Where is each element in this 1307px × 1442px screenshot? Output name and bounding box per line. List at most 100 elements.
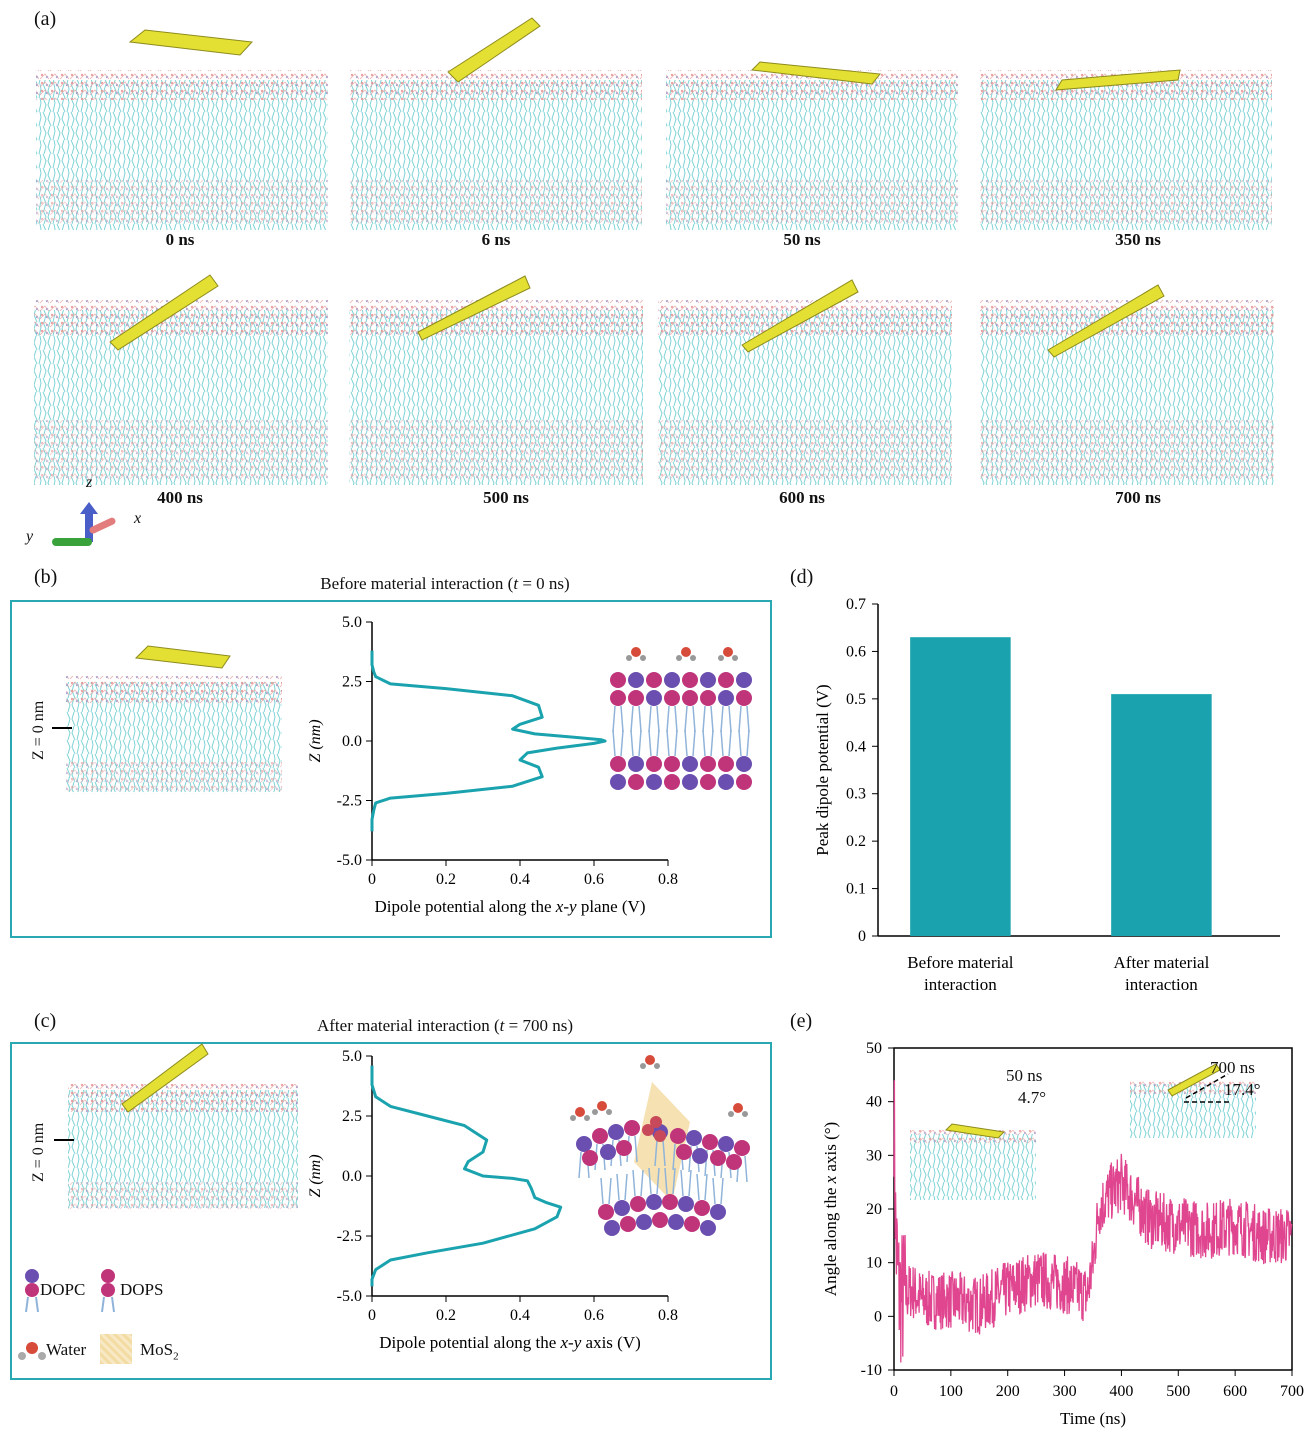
lipid-head	[676, 1144, 692, 1160]
legend-dopc: DOPC	[40, 1280, 86, 1299]
water-hydrogen	[606, 1109, 612, 1115]
x-tick-label: 0.8	[658, 871, 678, 888]
lipid-head	[710, 1150, 726, 1166]
water-oxygen	[733, 1103, 743, 1113]
lipid-head	[604, 1220, 620, 1236]
y-tick-label: 2.5	[342, 674, 362, 691]
lipid-head	[702, 1134, 718, 1150]
lipid-head	[628, 756, 644, 772]
legend-icons	[18, 1269, 115, 1360]
inset-700ns	[1130, 1063, 1256, 1138]
lipid-tail	[702, 729, 714, 757]
y-tick-label: 50	[866, 1040, 882, 1057]
water-oxygen	[645, 1055, 655, 1065]
panel-d-label: (d)	[790, 566, 814, 588]
mos2-sheet	[634, 1082, 690, 1202]
y-tick-label: 0.7	[846, 596, 866, 613]
water-hydrogen	[742, 1111, 748, 1117]
panel-b-label: (b)	[34, 566, 58, 588]
snapshot-500ns	[349, 275, 643, 485]
panel-b-title: Before material interaction (t = 0 ns)	[320, 574, 570, 593]
lipid-head	[646, 756, 662, 772]
x-tick-label: 0.4	[510, 1307, 530, 1324]
lipid-tail	[738, 729, 750, 757]
snapshot-50ns	[666, 61, 958, 230]
lipid-tail	[648, 1167, 660, 1195]
y-axis-label: Angle along the x axis (°)	[821, 1122, 840, 1296]
water-in-pore	[642, 1124, 654, 1136]
snapshot-600ns	[658, 279, 952, 485]
y-axis-label: Z (nm)	[307, 1154, 324, 1197]
snapshot-700ns	[980, 284, 1274, 485]
panel-c-title: After material interaction (t = 700 ns)	[316, 1016, 574, 1035]
water-oxygen	[575, 1107, 585, 1117]
axis-x-label: x	[134, 510, 142, 527]
water-hydrogen	[570, 1115, 576, 1121]
lipid-head	[678, 1196, 694, 1212]
x-tick-label: 0.4	[510, 871, 530, 888]
y-tick-label: 0.4	[846, 738, 866, 755]
water-icon	[18, 1342, 46, 1360]
dopc-icon	[25, 1269, 39, 1313]
y-axis-label: Z (nm)	[307, 719, 324, 762]
lipid-tail	[664, 1167, 676, 1195]
lipid-head	[646, 774, 662, 790]
x-tick-label: 200	[996, 1383, 1020, 1400]
x-tick-label: 0	[890, 1383, 898, 1400]
inset-50ns-angle: 4.7°	[1018, 1088, 1047, 1107]
lipid-head	[646, 690, 662, 706]
caption-0ns: 0 ns	[165, 230, 195, 249]
y-tick-label: 0.3	[846, 786, 866, 803]
lipid-head	[582, 1150, 598, 1166]
y-tick-label: 0.5	[846, 691, 866, 708]
y-tick-label: 2.5	[342, 1108, 362, 1125]
water-in-pore	[654, 1130, 666, 1142]
x-tick-label: After material	[1114, 953, 1210, 972]
lipid-head	[610, 690, 626, 706]
lipid-head	[608, 1124, 624, 1140]
x-tick-label: 0.2	[436, 871, 456, 888]
lipid-head	[636, 1214, 652, 1230]
lipid-head	[692, 1148, 708, 1164]
y-tick-label: 10	[866, 1255, 882, 1272]
lipid-tail	[648, 705, 660, 733]
lipid-head	[682, 690, 698, 706]
x-axis-label: Time (ns)	[1060, 1409, 1126, 1428]
profile-line	[370, 650, 607, 832]
caption-350ns: 350 ns	[1115, 230, 1161, 249]
y-axis-label: Peak dipole potential (V)	[813, 684, 832, 855]
panel-a-snapshots	[34, 17, 1274, 546]
x-axis-label: Dipole potential along the x-y plane (V)	[375, 897, 646, 916]
lipid-head	[664, 774, 680, 790]
lipid-head	[682, 774, 698, 790]
lipid-tail	[630, 705, 642, 733]
water-hydrogen	[640, 1063, 646, 1069]
chart-d: 0 0.1 0.2 0.3 0.4 0.5 0.6 0.7 Before material int…	[813, 596, 1280, 994]
water-hydrogen	[728, 1111, 734, 1117]
lipid-head	[718, 1136, 734, 1152]
lipid-head	[710, 1204, 726, 1220]
x-tick-label: 100	[939, 1383, 963, 1400]
y-tick-label: -2.5	[337, 1228, 362, 1245]
y-tick-label: 40	[866, 1094, 882, 1111]
lipid-head	[736, 690, 752, 706]
lipid-tail	[720, 705, 732, 733]
axis-y-label: y	[26, 528, 34, 545]
lipid-head	[610, 774, 626, 790]
panel-b-frame	[10, 600, 772, 938]
water-oxygen	[597, 1101, 607, 1111]
lipid-tail	[666, 705, 678, 733]
lipid-head	[610, 756, 626, 772]
lipid-tail	[738, 705, 750, 733]
lipid-tail	[612, 705, 624, 733]
x-tick-label: 700	[1280, 1383, 1304, 1400]
snapshot-0ns	[36, 29, 328, 230]
lipid-tail	[648, 729, 660, 757]
panel-b-illustration	[52, 645, 738, 794]
lipid-tail	[654, 1139, 666, 1167]
panel-c-z-marker: Z = 0 nm	[30, 1122, 47, 1182]
lipid-tail	[680, 1169, 692, 1197]
inset-700ns-angle: 17.4°	[1224, 1080, 1261, 1099]
lipid-tail	[684, 729, 696, 757]
y-tick-label: 5.0	[342, 614, 362, 631]
